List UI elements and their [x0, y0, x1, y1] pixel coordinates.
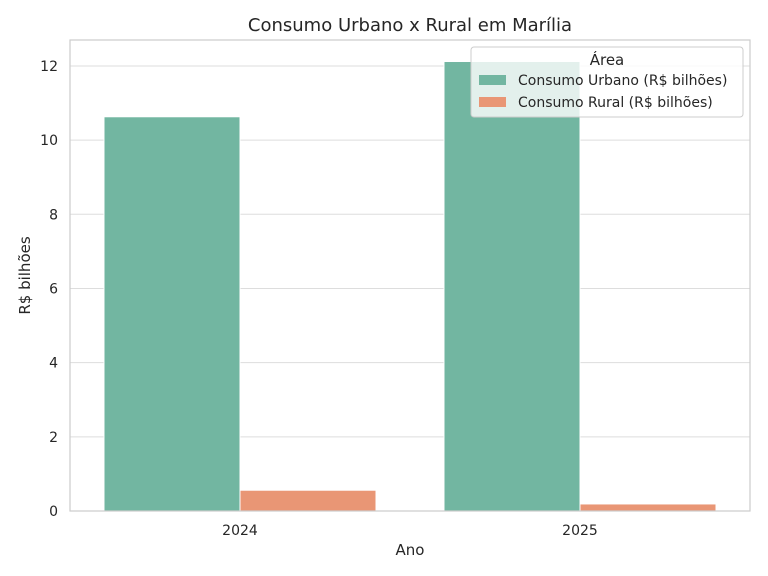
- bars: [103, 61, 717, 512]
- legend: Área Consumo Urbano (R$ bilhões) Consumo …: [470, 46, 744, 118]
- y-tick-label: 12: [40, 59, 58, 75]
- y-axis-label: R$ bilhões: [16, 236, 34, 315]
- legend-swatch-1: [479, 97, 506, 107]
- y-tick-label: 6: [49, 281, 58, 297]
- y-tick-label: 4: [49, 356, 58, 372]
- x-tick-label: 2025: [562, 523, 598, 539]
- bar-2024-series-1: [239, 489, 377, 512]
- tick-labels: 0 2 4 6 8 10 12 2024 2025: [40, 59, 598, 539]
- x-tick-label: 2024: [222, 523, 258, 539]
- legend-label-1: Consumo Rural (R$ bilhões): [518, 95, 713, 111]
- bar-2025-series-0: [443, 61, 581, 512]
- y-tick-label: 2: [49, 430, 58, 446]
- y-tick-label: 10: [40, 133, 58, 149]
- x-axis-label: Ano: [396, 541, 425, 559]
- bar-2024-series-0: [103, 116, 241, 512]
- legend-swatch-0: [479, 75, 506, 85]
- legend-title: Área: [590, 50, 625, 69]
- bar-2025-series-1: [579, 503, 717, 512]
- y-tick-label: 0: [49, 504, 58, 520]
- legend-box: [470, 46, 744, 118]
- plot-frame: [69, 39, 751, 512]
- y-tick-label: 8: [49, 207, 58, 223]
- chart-title: Consumo Urbano x Rural em Marília: [248, 15, 572, 36]
- legend-label-0: Consumo Urbano (R$ bilhões): [518, 73, 727, 89]
